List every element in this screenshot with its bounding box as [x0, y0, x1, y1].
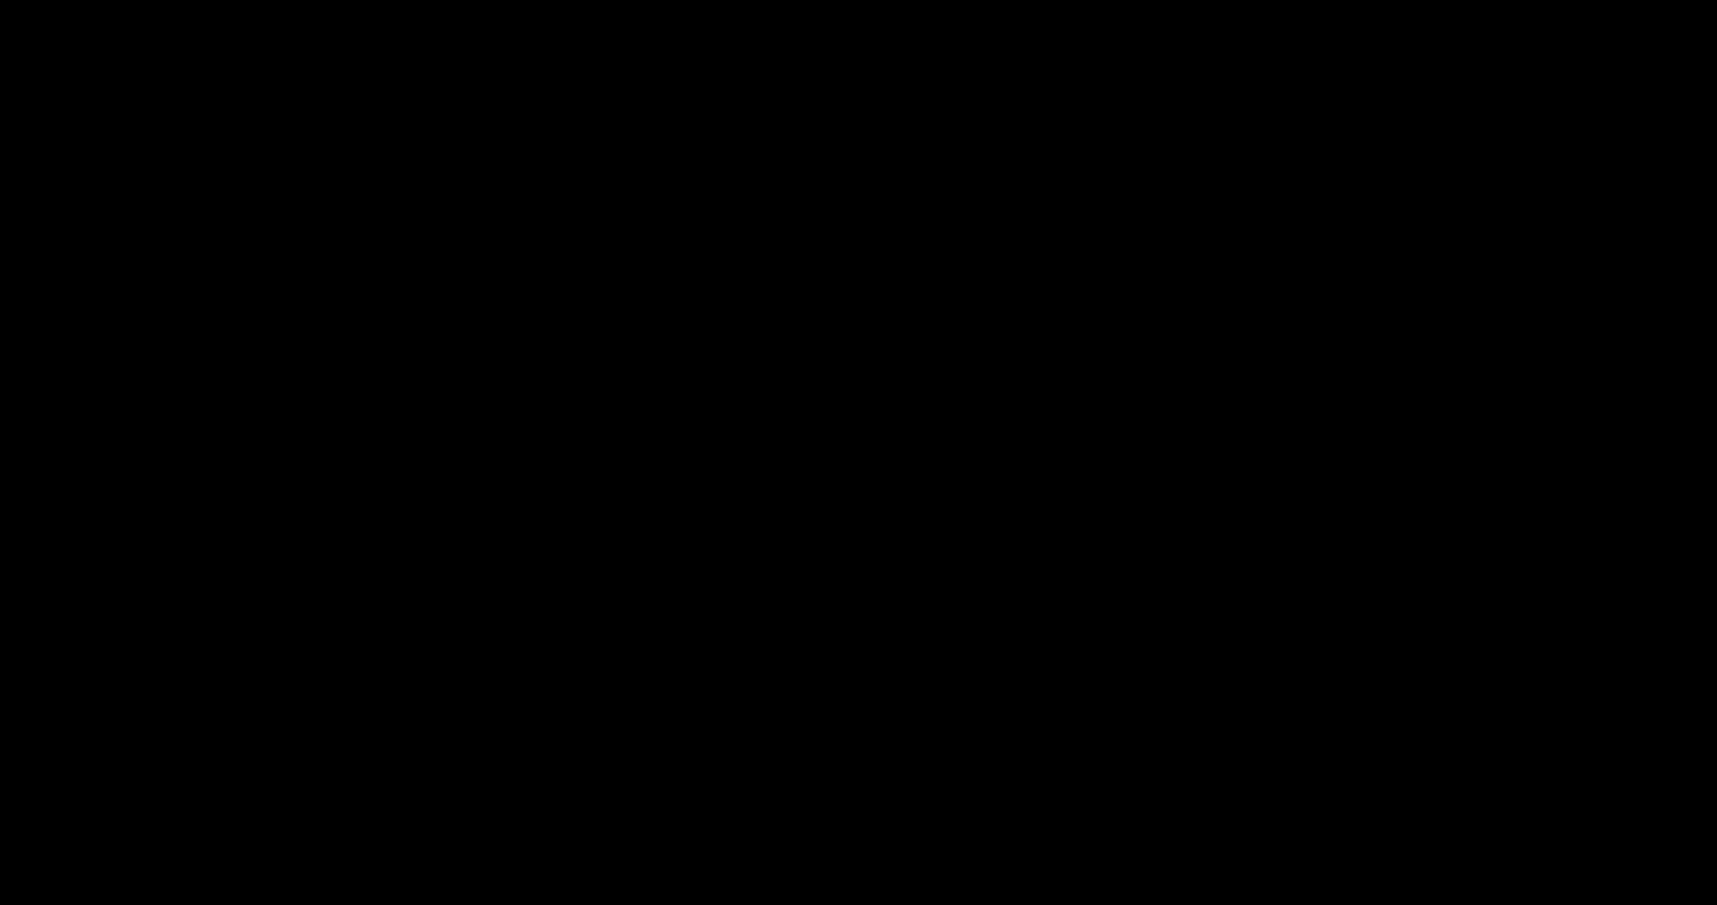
artwork-canvas: [0, 0, 1717, 905]
background-rect: [0, 0, 1717, 905]
wave-bundle-svg: [0, 0, 1717, 905]
